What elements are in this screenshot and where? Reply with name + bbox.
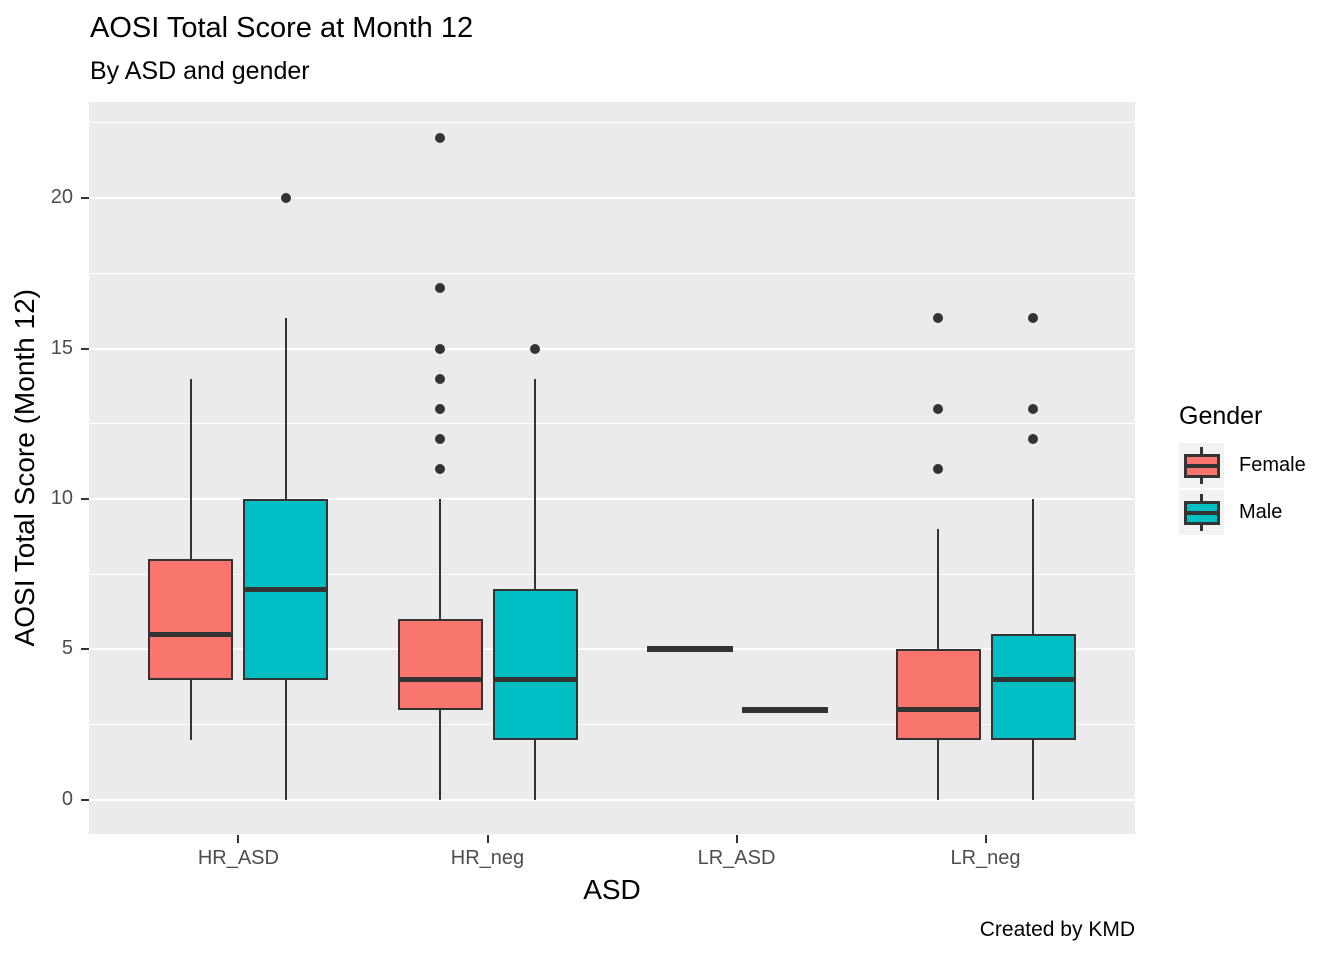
boxplot-degenerate-median bbox=[646, 646, 733, 653]
boxplot-box bbox=[492, 589, 578, 740]
boxplot-box bbox=[895, 649, 981, 740]
boxplot-upper-whisker bbox=[534, 378, 536, 590]
boxplot-outlier-point bbox=[280, 193, 291, 203]
boxplot-outlier-point bbox=[435, 132, 445, 143]
boxplot-degenerate-median bbox=[741, 706, 828, 713]
plot-title: AOSI Total Score at Month 12 bbox=[90, 12, 474, 44]
minor-gridline bbox=[89, 724, 1135, 726]
major-gridline bbox=[89, 648, 1135, 651]
legend: Gender Female Male bbox=[1179, 402, 1306, 537]
legend-key-male bbox=[1179, 490, 1224, 535]
plot-subtitle: By ASD and gender bbox=[90, 57, 310, 85]
boxplot-box bbox=[148, 559, 234, 680]
boxplot-lower-whisker bbox=[1032, 739, 1034, 800]
x-axis-title: ASD bbox=[583, 874, 641, 905]
y-tick-mark bbox=[81, 197, 89, 199]
boxplot-outlier-point bbox=[933, 403, 943, 414]
boxplot-box bbox=[990, 634, 1076, 740]
boxplot-median bbox=[148, 631, 234, 637]
boxplot-outlier-point bbox=[435, 433, 445, 444]
caption: Created by KMD bbox=[979, 918, 1135, 941]
minor-gridline bbox=[89, 573, 1135, 575]
x-tick-label: HR_ASD bbox=[197, 847, 279, 869]
boxplot-upper-whisker bbox=[284, 318, 287, 499]
x-tick-label: LR_ASD bbox=[697, 847, 776, 869]
y-tick-mark bbox=[81, 798, 89, 801]
boxplot-outlier-point bbox=[435, 463, 445, 474]
boxplot-median bbox=[397, 677, 483, 683]
x-tick-mark bbox=[237, 835, 240, 843]
y-tick-mark bbox=[81, 347, 89, 350]
boxplot-lower-whisker bbox=[284, 679, 287, 800]
major-gridline bbox=[89, 197, 1135, 199]
boxplot-lower-whisker bbox=[439, 709, 441, 800]
legend-key-median bbox=[1184, 511, 1220, 515]
boxplot-outlier-point bbox=[435, 373, 445, 384]
boxplot-median bbox=[243, 586, 329, 592]
boxplot-median bbox=[990, 677, 1076, 683]
boxplot-outlier-point bbox=[1028, 403, 1038, 414]
major-gridline bbox=[89, 498, 1135, 500]
y-tick-label: 15 bbox=[50, 336, 73, 359]
legend-entries: Female Male bbox=[1179, 443, 1306, 535]
boxplot-median bbox=[492, 677, 578, 683]
legend-label: Female bbox=[1239, 454, 1306, 476]
boxplot-outlier-point bbox=[435, 403, 445, 414]
x-tick-mark bbox=[735, 835, 738, 843]
boxplot-upper-whisker bbox=[1032, 499, 1034, 635]
y-tick-mark bbox=[81, 498, 89, 500]
x-tick-mark bbox=[486, 835, 489, 843]
major-gridline bbox=[89, 347, 1135, 350]
legend-key-female bbox=[1179, 443, 1224, 488]
y-axis-title: AOSI Total Score (Month 12) bbox=[9, 289, 40, 647]
boxplot-lower-whisker bbox=[534, 739, 536, 800]
y-tick-label: 10 bbox=[50, 487, 73, 509]
boxplot-median bbox=[895, 707, 981, 713]
boxplot-upper-whisker bbox=[937, 529, 939, 650]
minor-gridline bbox=[89, 423, 1135, 425]
boxplot-upper-whisker bbox=[189, 378, 192, 560]
y-tick-label: 0 bbox=[61, 787, 73, 810]
legend-entry: Male bbox=[1179, 490, 1306, 535]
boxplot-outlier-point bbox=[435, 343, 445, 354]
boxplot-outlier-point bbox=[1028, 313, 1038, 324]
y-tick-label: 20 bbox=[50, 186, 73, 208]
legend-title: Gender bbox=[1179, 402, 1263, 430]
boxplot-upper-whisker bbox=[439, 499, 441, 620]
y-tick-label: 5 bbox=[61, 637, 73, 660]
boxplot-outlier-point bbox=[530, 343, 540, 354]
boxplot-outlier-point bbox=[933, 463, 943, 474]
major-gridline bbox=[89, 798, 1135, 801]
legend-key-median bbox=[1184, 464, 1220, 468]
minor-gridline bbox=[89, 122, 1135, 124]
boxplot-box bbox=[397, 619, 483, 710]
plot-panel bbox=[89, 102, 1135, 834]
boxplot-outlier-point bbox=[435, 283, 445, 294]
y-tick-mark bbox=[81, 648, 89, 651]
boxplot-outlier-point bbox=[933, 313, 943, 324]
legend-entry: Female bbox=[1179, 443, 1306, 488]
legend-label: Male bbox=[1239, 501, 1283, 523]
minor-gridline bbox=[89, 272, 1135, 274]
boxplot-lower-whisker bbox=[937, 739, 939, 800]
x-tick-label: HR_neg bbox=[450, 847, 525, 869]
boxplot-lower-whisker bbox=[189, 679, 192, 740]
x-tick-mark bbox=[984, 835, 987, 843]
x-tick-label: LR_neg bbox=[950, 847, 1021, 869]
boxplot-outlier-point bbox=[1028, 433, 1038, 444]
